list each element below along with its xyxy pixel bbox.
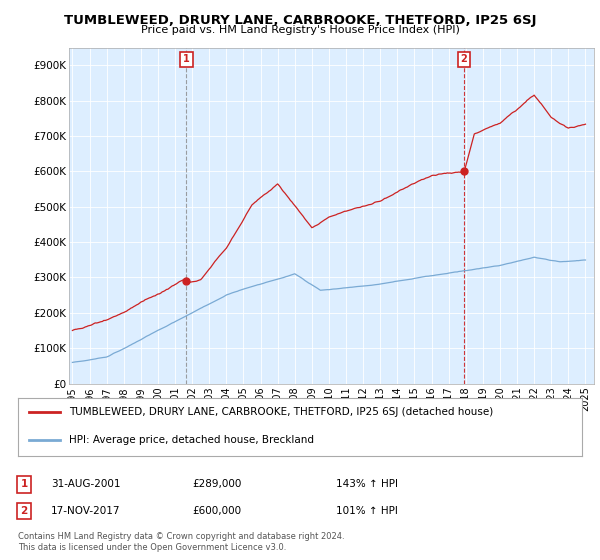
- Text: £600,000: £600,000: [192, 506, 241, 516]
- Text: HPI: Average price, detached house, Breckland: HPI: Average price, detached house, Brec…: [69, 435, 314, 445]
- Text: TUMBLEWEED, DRURY LANE, CARBROOKE, THETFORD, IP25 6SJ: TUMBLEWEED, DRURY LANE, CARBROOKE, THETF…: [64, 14, 536, 27]
- Text: 2: 2: [460, 54, 467, 64]
- Text: This data is licensed under the Open Government Licence v3.0.: This data is licensed under the Open Gov…: [18, 543, 286, 552]
- Text: Price paid vs. HM Land Registry's House Price Index (HPI): Price paid vs. HM Land Registry's House …: [140, 25, 460, 35]
- Text: Contains HM Land Registry data © Crown copyright and database right 2024.: Contains HM Land Registry data © Crown c…: [18, 532, 344, 541]
- Text: 31-AUG-2001: 31-AUG-2001: [51, 479, 121, 489]
- Text: 143% ↑ HPI: 143% ↑ HPI: [336, 479, 398, 489]
- Text: 2: 2: [20, 506, 28, 516]
- Text: TUMBLEWEED, DRURY LANE, CARBROOKE, THETFORD, IP25 6SJ (detached house): TUMBLEWEED, DRURY LANE, CARBROOKE, THETF…: [69, 407, 493, 417]
- Text: 1: 1: [20, 479, 28, 489]
- Text: 1: 1: [183, 54, 190, 64]
- Text: £289,000: £289,000: [192, 479, 241, 489]
- Text: 17-NOV-2017: 17-NOV-2017: [51, 506, 121, 516]
- Text: 101% ↑ HPI: 101% ↑ HPI: [336, 506, 398, 516]
